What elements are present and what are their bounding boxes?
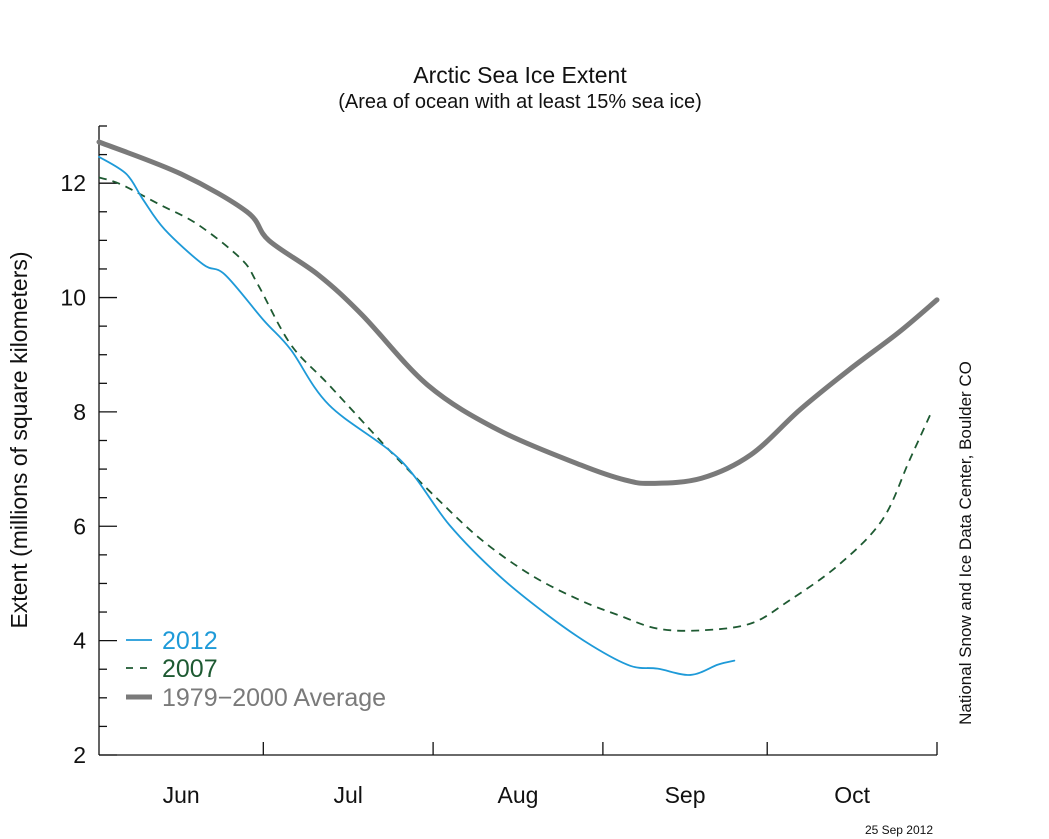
y-tick-label: 2 [73, 742, 86, 768]
y-tick-label: 8 [73, 399, 86, 425]
axes: 2 4 6 8 10 12 Jun Jul Aug Sep Oct [60, 125, 938, 808]
x-tick-label: Aug [498, 782, 539, 808]
y-tick-label: 6 [73, 513, 86, 539]
series-line-2007 [98, 176, 933, 632]
y-tick-label: 12 [60, 170, 86, 196]
series-group [96, 139, 940, 676]
x-tick-label: Jun [163, 782, 200, 808]
legend-label: 2012 [162, 627, 218, 655]
series-line-1979-2000-average [96, 139, 940, 486]
legend-label: 1979−2000 Average [162, 684, 386, 712]
x-tick-label: Jul [334, 782, 363, 808]
date-stamp: 25 Sep 2012 [865, 823, 933, 837]
y-axis-label: Extent (millions of square kilometers) [6, 251, 32, 628]
series-line-2012 [98, 155, 736, 676]
x-tick-label: Sep [665, 782, 706, 808]
chart-subtitle: (Area of ocean with at least 15% sea ice… [338, 91, 702, 113]
x-tick-label: Oct [834, 782, 870, 808]
y-tick-label: 10 [60, 285, 86, 311]
credit-text: National Snow and Ice Data Center, Bould… [956, 361, 975, 725]
y-tick-label: 4 [73, 628, 86, 654]
legend-label: 2007 [162, 655, 218, 683]
chart-title: Arctic Sea Ice Extent [413, 62, 627, 88]
